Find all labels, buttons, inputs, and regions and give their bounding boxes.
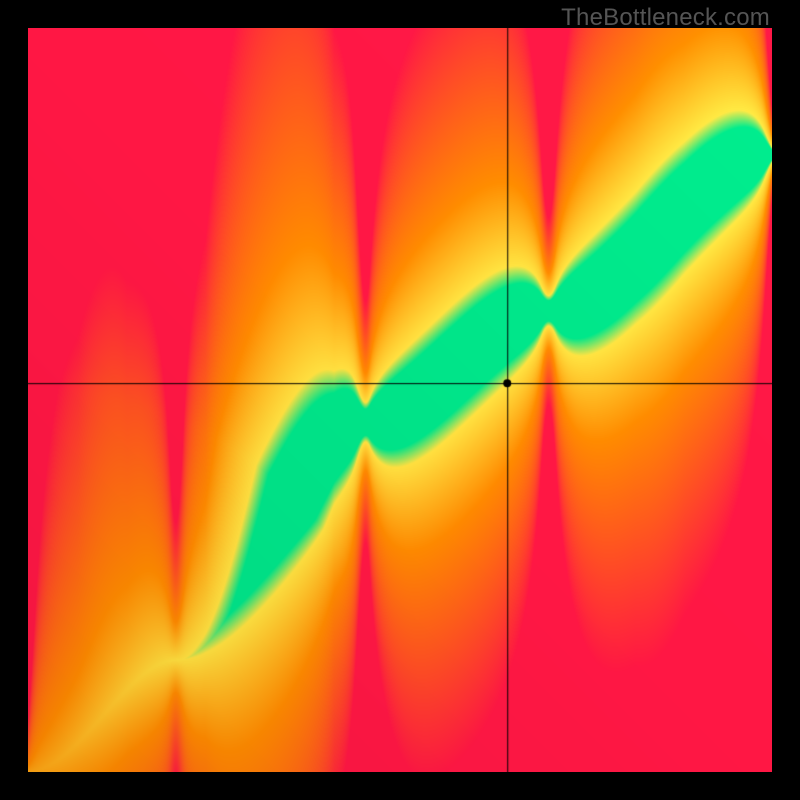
watermark-label: TheBottleneck.com xyxy=(561,4,770,32)
heatmap-plot xyxy=(28,28,772,772)
